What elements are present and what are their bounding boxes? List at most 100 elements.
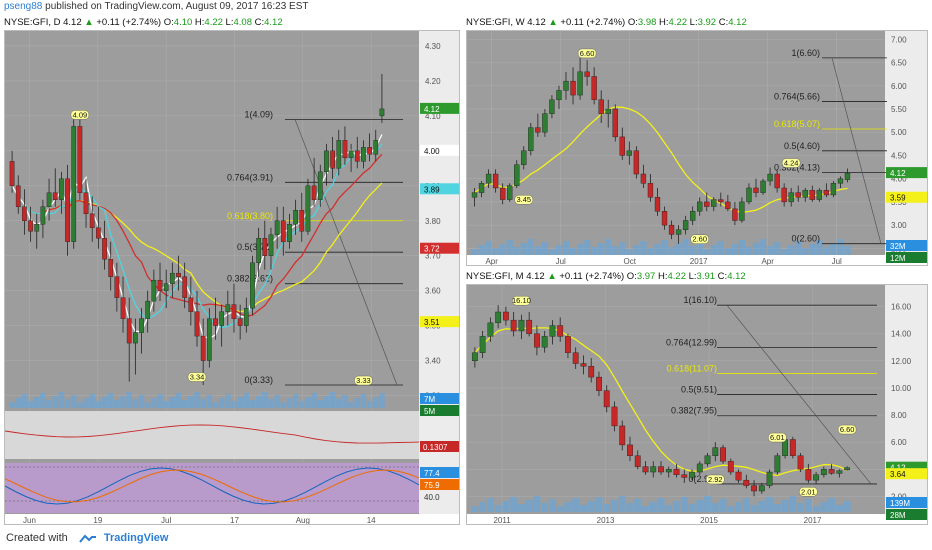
monthly-open: 3.97	[636, 271, 656, 282]
candle-down	[96, 227, 101, 239]
candle-up	[689, 471, 695, 478]
volume-bar	[9, 402, 15, 408]
volume-bar	[268, 399, 274, 408]
candle-down	[492, 173, 499, 189]
candle-up	[361, 147, 366, 162]
author-link[interactable]: pseng88	[4, 1, 43, 12]
candle-down	[727, 460, 734, 473]
volume-bar	[329, 392, 336, 408]
time-tick-label: 14	[367, 516, 376, 525]
plot-background	[467, 31, 885, 265]
time-tick-label: 19	[93, 516, 102, 525]
candle-down	[732, 208, 738, 221]
time-tick-label: Jul	[556, 257, 566, 266]
time-axis-background	[5, 514, 459, 524]
candle-down	[89, 213, 95, 228]
price-annotation: 6.60	[837, 424, 857, 435]
oscillator-pane-background	[5, 411, 419, 459]
price-label-box	[420, 242, 459, 254]
candle-up	[243, 307, 249, 326]
volume-label-box	[420, 393, 459, 404]
volume-bar	[163, 401, 169, 408]
candle-down	[15, 185, 21, 207]
volume-bar	[502, 501, 510, 512]
tradingview-brand-link[interactable]: TradingView	[103, 532, 169, 544]
candle-up	[774, 455, 781, 473]
monthly-chart-panel[interactable]: 16.0014.0012.0010.008.006.004.002.002011…	[466, 284, 928, 525]
annotation-bubble	[70, 110, 90, 120]
volume-bar	[527, 239, 534, 255]
candle-down	[176, 272, 181, 277]
volume-bar	[719, 499, 727, 512]
fib-level-label: 0.5(3.71)	[237, 242, 273, 252]
candle-down	[725, 201, 731, 210]
candle-up	[206, 318, 212, 361]
stochastic-value-label: 75.9	[424, 481, 440, 490]
volume-bar	[541, 503, 549, 512]
volume-bar	[360, 394, 367, 408]
volume-bar	[750, 505, 758, 512]
created-with-label: Created with	[6, 532, 68, 544]
volume-bar	[510, 497, 518, 512]
annotation-bubble	[781, 158, 801, 168]
candle-up	[816, 190, 822, 200]
price-annotation: 4.24	[781, 158, 801, 168]
price-tick-label: 6.00	[891, 82, 907, 91]
candle-down	[52, 192, 58, 200]
volume-bar	[766, 246, 774, 255]
time-tick-label: Apr	[485, 257, 498, 266]
fib-level-label: 0.764(5.66)	[774, 92, 820, 102]
candle-down	[681, 474, 688, 478]
volume-bar	[562, 241, 570, 255]
candle-up	[324, 150, 329, 173]
price-tick-label: 4.10	[425, 112, 441, 121]
volume-bar	[262, 392, 268, 408]
price-label-box	[420, 316, 459, 328]
candle-up	[514, 164, 520, 186]
candle-down	[342, 140, 348, 159]
candle-down	[673, 469, 680, 475]
candle-down	[280, 220, 286, 242]
weekly-chart-panel[interactable]: 7.006.506.005.505.004.504.003.503.002.50…	[466, 30, 928, 266]
volume-bar	[742, 498, 750, 512]
candle-up	[697, 201, 703, 212]
trend-line	[294, 119, 398, 386]
candle-up	[250, 262, 255, 309]
annotation-label: 3.34	[190, 373, 205, 382]
volume-bar	[809, 244, 816, 255]
volume-bar	[548, 249, 556, 255]
daily-change: +0.11 (+2.74%)	[96, 17, 162, 28]
candle-up	[521, 150, 527, 165]
volume-bar	[572, 498, 580, 512]
volume-bar	[556, 506, 564, 512]
candle-down	[237, 318, 243, 326]
price-annotation: 2.60	[690, 234, 709, 244]
candle-down	[500, 187, 506, 200]
candle-down	[718, 199, 724, 203]
volume-bar	[579, 505, 587, 512]
candle-down	[611, 406, 618, 427]
fib-level-label: 0.618(5.07)	[774, 119, 820, 129]
price-tick-label: 6.50	[891, 59, 907, 68]
candle-up	[541, 336, 548, 348]
annotation-bubble	[706, 474, 725, 485]
stochastic-label-box	[420, 479, 459, 490]
volume-bar	[485, 241, 492, 255]
daily-chart-panel[interactable]: 4.304.204.104.003.903.803.703.603.503.40…	[4, 30, 460, 525]
daily-last: 4.12	[63, 17, 82, 28]
candle-up	[836, 470, 843, 474]
candle-up	[46, 192, 52, 207]
candle-down	[114, 276, 120, 298]
volume-bar	[525, 500, 533, 512]
daily-open: 4.10	[173, 17, 193, 28]
candle-up	[495, 311, 502, 324]
price-tick-label: 14.00	[891, 330, 912, 339]
candle-up	[844, 172, 851, 180]
candle-up	[139, 318, 144, 333]
candle-down	[65, 178, 70, 242]
candle-up	[830, 183, 837, 196]
volume-bar	[703, 249, 710, 255]
annotation-label: 3.45	[516, 195, 531, 204]
volume-bar	[342, 395, 348, 408]
volume-bar	[828, 498, 836, 512]
